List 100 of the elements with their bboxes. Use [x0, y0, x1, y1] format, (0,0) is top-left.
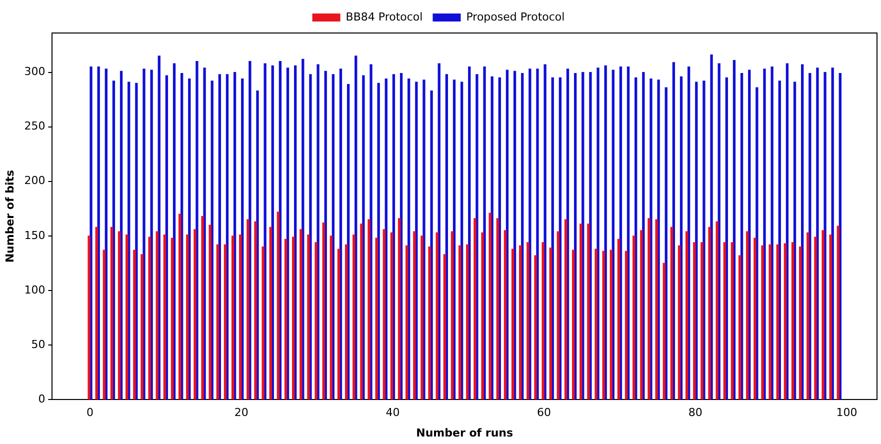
- bar: [406, 245, 408, 400]
- bar: [262, 246, 264, 400]
- bar: [413, 231, 416, 400]
- bar: [544, 64, 546, 400]
- bar: [133, 250, 136, 400]
- bar: [450, 231, 454, 400]
- bar: [156, 231, 158, 400]
- bar: [466, 244, 469, 400]
- bar: [110, 226, 114, 400]
- bar: [640, 230, 643, 400]
- bar: [150, 70, 153, 400]
- bar: [337, 248, 340, 400]
- bar: [196, 61, 198, 400]
- bar: [602, 250, 605, 400]
- bar: [836, 226, 840, 400]
- bar: [536, 68, 539, 400]
- bar: [504, 230, 507, 400]
- y-tick-label: 100: [24, 283, 46, 296]
- legend-label: Proposed Protocol: [466, 10, 565, 24]
- bar: [254, 221, 257, 400]
- bar: [330, 236, 333, 400]
- bar: [368, 219, 370, 400]
- bar: [246, 219, 250, 400]
- x-axis-title: Number of runs: [416, 426, 514, 440]
- bar: [474, 218, 476, 400]
- bar: [756, 87, 758, 400]
- bar: [700, 242, 704, 400]
- bar: [829, 234, 832, 400]
- bar: [776, 244, 779, 400]
- bar: [201, 216, 204, 400]
- bar: [746, 231, 749, 400]
- bar: [693, 242, 696, 400]
- bar: [476, 74, 478, 400]
- bar: [617, 238, 620, 400]
- bar: [142, 68, 146, 400]
- bar: [632, 236, 636, 400]
- bar: [754, 238, 756, 400]
- bar: [95, 226, 98, 400]
- bar: [648, 218, 650, 400]
- bar: [549, 248, 552, 400]
- bar: [685, 231, 688, 400]
- bar: [126, 234, 128, 400]
- bar: [430, 90, 433, 400]
- x-tick-label: 100: [836, 406, 858, 420]
- bar: [88, 236, 90, 400]
- bar: [526, 242, 530, 400]
- bar: [822, 230, 824, 400]
- bar: [761, 245, 764, 400]
- bar: [784, 243, 787, 400]
- bar: [239, 234, 242, 400]
- bar: [768, 244, 772, 400]
- bar: [596, 68, 600, 400]
- bar: [650, 78, 652, 400]
- bar: [360, 224, 363, 400]
- bar: [194, 229, 196, 400]
- bar: [307, 234, 310, 400]
- bar: [382, 229, 386, 400]
- bar: [300, 229, 302, 400]
- bar: [702, 80, 706, 400]
- bar: [216, 244, 219, 400]
- y-tick-label: 200: [24, 174, 46, 188]
- bar: [90, 66, 92, 400]
- y-tick-label: 0: [38, 392, 46, 406]
- bar: [370, 64, 372, 400]
- bar: [594, 248, 598, 400]
- bar: [816, 68, 819, 400]
- bar: [738, 255, 742, 400]
- y-axis-title: Number of bits: [3, 169, 16, 263]
- bar: [102, 250, 106, 400]
- bar: [316, 64, 320, 400]
- bar: [799, 246, 802, 400]
- bar: [806, 232, 810, 400]
- bar: [284, 238, 288, 400]
- bar: [148, 236, 151, 400]
- x-tick-label: 20: [234, 406, 248, 420]
- bar: [670, 226, 674, 400]
- bar: [314, 242, 318, 400]
- y-tick-label: 50: [31, 338, 46, 351]
- bar: [420, 236, 424, 400]
- y-tick-label: 250: [24, 120, 46, 133]
- bar: [488, 212, 492, 400]
- bar: [186, 234, 189, 400]
- bar: [572, 250, 575, 400]
- bar: [534, 255, 537, 400]
- bar: [483, 66, 486, 400]
- bar: [657, 80, 660, 400]
- bar: [428, 246, 431, 400]
- bar: [716, 221, 718, 400]
- bar: [496, 218, 499, 400]
- bar: [375, 238, 378, 400]
- bar: [390, 232, 394, 400]
- bar: [256, 90, 259, 400]
- bar: [135, 82, 138, 400]
- bar: [203, 68, 206, 400]
- bar: [564, 219, 568, 400]
- bar: [542, 242, 544, 400]
- bar: [362, 75, 365, 400]
- bar: [655, 219, 658, 400]
- bar: [170, 238, 174, 400]
- bar: [556, 231, 560, 400]
